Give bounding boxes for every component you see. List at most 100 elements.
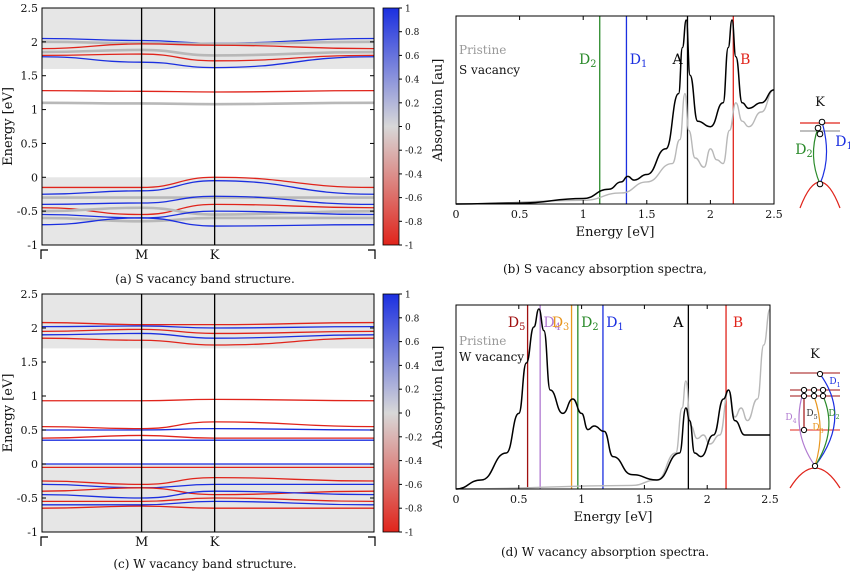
caption-d: (d) W vacancy absorption spectra. <box>500 545 710 559</box>
inset-state-dot <box>814 124 822 132</box>
band-line <box>41 89 375 93</box>
colorbar-tick-label: 0.6 <box>405 52 420 62</box>
x-tick-label: 2 <box>704 493 711 506</box>
inset-transition-label: D1 <box>835 134 850 152</box>
peak-label: D4 <box>543 315 560 333</box>
inset-transition-label: D3 <box>812 423 823 435</box>
band-line <box>41 203 375 216</box>
series-line <box>455 308 771 490</box>
x-tick-label: 2.5 <box>765 208 783 221</box>
colorbar-tick-label: -0.2 <box>405 147 422 157</box>
gamma-mark-right <box>368 249 376 259</box>
band-line <box>41 337 375 346</box>
band-line <box>41 434 374 439</box>
gamma-mark-left <box>40 249 48 259</box>
inset-state-dot <box>816 180 824 188</box>
y-axis-label: Absorption [au] <box>431 346 446 450</box>
colorbar-tick-label: -0.4 <box>405 170 423 180</box>
peak-label: D2 <box>579 52 596 70</box>
inset-state-dot <box>816 370 824 378</box>
x-tick-label: 1.5 <box>636 493 654 506</box>
colorbar-tick-label: 0.8 <box>405 28 420 38</box>
inset-transition-label: D2 <box>828 409 839 421</box>
plot-frame <box>455 15 775 205</box>
y-tick-label: 2.5 <box>21 288 39 301</box>
y-tick-label: 0.5 <box>21 424 39 437</box>
inset-state-dot <box>816 130 824 138</box>
x-tick-label: 2.5 <box>761 493 779 506</box>
kpoint-label-m: M <box>135 248 148 263</box>
band-line <box>42 497 375 503</box>
x-tick-label: 0.5 <box>510 493 528 506</box>
band-line <box>41 500 375 506</box>
band-line <box>41 48 375 57</box>
peak-label: B <box>733 315 743 331</box>
colorbar-tick-label: 0 <box>405 123 411 133</box>
band-line <box>41 321 375 326</box>
inset-transition-arrow <box>812 127 821 185</box>
colorbar-tick-label: -0.6 <box>405 481 423 491</box>
band-line <box>41 56 375 69</box>
peak-label: D3 <box>552 315 569 333</box>
y-tick-label: -1 <box>27 526 38 539</box>
colorbar-tick-label: 0.8 <box>405 314 420 324</box>
x-tick-label: 0 <box>453 208 460 221</box>
colorbar <box>382 293 400 533</box>
y-axis-label: Energy [eV] <box>1 87 16 166</box>
y-tick-label: 1.5 <box>21 356 39 369</box>
x-tick-label: 0.5 <box>511 208 529 221</box>
y-tick-label: 0 <box>31 171 38 184</box>
inset-transition-label: D1 <box>829 377 840 389</box>
y-tick-label: 1 <box>31 390 38 403</box>
x-tick-label: 1 <box>580 208 587 221</box>
legend-pristine: Pristine <box>459 43 506 57</box>
band-line <box>41 216 374 223</box>
x-tick-label: 1 <box>578 493 585 506</box>
band-line <box>41 210 375 219</box>
inset-k-label: K <box>810 347 820 362</box>
band-line <box>41 206 375 216</box>
band-line <box>41 505 374 509</box>
band-line <box>41 195 375 206</box>
legend-vacancy: W vacancy <box>459 350 524 364</box>
colorbar-tick-label: 1 <box>405 291 411 301</box>
band-line <box>41 37 375 44</box>
inset-state-dot <box>810 392 818 400</box>
inset-transition-label: D2 <box>795 142 812 160</box>
plot-frame <box>41 7 375 246</box>
colorbar-tick-label: 0.4 <box>405 362 420 372</box>
kpoint-label-m: M <box>135 535 148 550</box>
colorbar-tick-label: -0.8 <box>405 218 423 228</box>
inset-state-dot <box>800 386 808 394</box>
y-tick-label: -0.5 <box>17 205 38 218</box>
colorbar-tick-label: -0.6 <box>405 194 423 204</box>
band-line <box>41 421 375 430</box>
gamma-mark-left <box>40 536 48 546</box>
y-tick-label: 0.5 <box>21 137 39 150</box>
y-axis-label: Absorption [au] <box>431 59 446 163</box>
y-tick-label: 0 <box>31 458 38 471</box>
y-tick-label: 2.5 <box>21 2 39 15</box>
kpoint-label-k: K <box>210 248 220 263</box>
y-tick-label: 2 <box>31 322 38 335</box>
y-tick-label: -0.5 <box>17 492 38 505</box>
peak-label: D1 <box>630 52 647 70</box>
peak-label: B <box>740 52 750 68</box>
band-line <box>41 53 375 62</box>
inset-k-label: K <box>815 95 825 110</box>
band-line <box>42 398 375 402</box>
x-tick-label: 0 <box>453 493 460 506</box>
band-line <box>41 483 375 489</box>
plot-frame <box>41 293 375 533</box>
kpoint-label-k: K <box>210 535 220 550</box>
x-axis-label: Energy [eV] <box>576 225 655 240</box>
colorbar-tick-label: 0.2 <box>405 386 419 396</box>
peak-label: D5 <box>508 315 525 333</box>
caption-a: (a) S vacancy band structure. <box>115 272 295 286</box>
peak-label: A <box>672 315 684 331</box>
band-line <box>42 176 375 189</box>
x-tick-label: 2 <box>707 208 714 221</box>
y-tick-label: -1 <box>27 239 38 252</box>
colorbar-tick-label: -0.2 <box>405 433 422 443</box>
plot-frame <box>455 304 771 490</box>
